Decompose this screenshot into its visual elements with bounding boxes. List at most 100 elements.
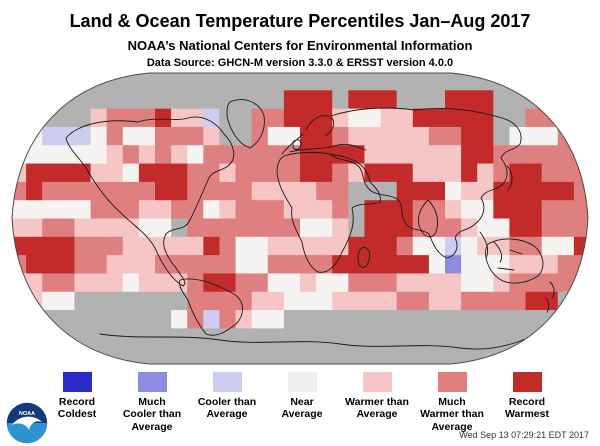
map-cell bbox=[203, 236, 220, 256]
map-cell bbox=[267, 200, 285, 219]
map-cell bbox=[348, 126, 365, 146]
map-cell bbox=[445, 273, 462, 293]
map-cell bbox=[267, 126, 285, 146]
map-cell bbox=[283, 236, 301, 256]
map-cell bbox=[267, 90, 285, 110]
map-cell bbox=[267, 73, 285, 91]
map-cell bbox=[26, 145, 43, 165]
map-cell bbox=[541, 328, 559, 348]
map-cell bbox=[138, 90, 156, 110]
map-cell bbox=[300, 273, 317, 293]
map-cell bbox=[316, 145, 333, 165]
map-cell bbox=[235, 126, 253, 146]
map-cell bbox=[171, 255, 188, 274]
map-cell bbox=[74, 126, 92, 146]
map-cell bbox=[461, 145, 478, 165]
map-cell bbox=[541, 126, 559, 146]
map-cell bbox=[396, 181, 414, 201]
map-cell bbox=[58, 108, 75, 128]
outline-antarctica bbox=[99, 333, 533, 350]
map-cell bbox=[509, 126, 527, 146]
map-cell bbox=[380, 90, 398, 110]
map-cell bbox=[155, 346, 172, 364]
map-cell bbox=[573, 126, 588, 146]
map-cell bbox=[509, 108, 527, 128]
legend-item-warmer-than-average: Warmer than Average bbox=[339, 372, 415, 421]
map-cell bbox=[58, 200, 75, 219]
map-cell bbox=[380, 218, 398, 238]
map-cell bbox=[155, 108, 172, 128]
map-cell bbox=[219, 145, 237, 165]
map-cell bbox=[300, 126, 317, 146]
map-cell bbox=[58, 346, 75, 364]
legend-item-near-average: Near Average bbox=[264, 372, 340, 421]
map-cell bbox=[525, 73, 543, 91]
figure-subtitle: NOAA’s National Centers for Environmenta… bbox=[127, 38, 473, 53]
map-cell bbox=[12, 108, 27, 128]
continent-outlines bbox=[65, 99, 555, 350]
map-cell bbox=[541, 73, 559, 91]
map-cell bbox=[396, 346, 414, 364]
map-cell bbox=[283, 273, 301, 293]
map-cell bbox=[58, 126, 75, 146]
map-cell bbox=[316, 273, 333, 293]
map-cell bbox=[90, 126, 108, 146]
map-cell bbox=[251, 346, 269, 364]
map-cell bbox=[74, 73, 92, 91]
map-cell bbox=[283, 163, 301, 183]
map-cell bbox=[316, 255, 333, 274]
map-cell bbox=[106, 181, 124, 201]
map-cell bbox=[106, 108, 124, 128]
map-cell bbox=[573, 73, 588, 91]
map-cell bbox=[509, 200, 527, 219]
map-cell bbox=[316, 310, 333, 329]
map-cell bbox=[58, 181, 75, 201]
map-cell bbox=[364, 328, 382, 348]
map-cell bbox=[12, 236, 27, 256]
map-cell bbox=[316, 73, 333, 91]
map-cell bbox=[74, 310, 92, 329]
map-cell bbox=[171, 108, 188, 128]
legend-label: Much Warmer than Average bbox=[420, 396, 484, 433]
outline-india bbox=[417, 199, 439, 238]
map-cell bbox=[219, 200, 237, 219]
map-cell bbox=[106, 200, 124, 219]
map-cell bbox=[235, 255, 253, 274]
map-cell bbox=[138, 108, 156, 128]
map-cell bbox=[493, 145, 510, 165]
map-cell bbox=[251, 291, 269, 311]
map-cell bbox=[283, 90, 301, 110]
legend-item-much-warmer-than-average: Much Warmer than Average bbox=[414, 372, 490, 433]
map-cell bbox=[122, 163, 140, 183]
map-cell bbox=[74, 200, 92, 219]
outline-greenland bbox=[226, 99, 265, 149]
map-cell bbox=[187, 181, 204, 201]
map-cell bbox=[445, 236, 462, 256]
map-cell bbox=[267, 255, 285, 274]
map-cell bbox=[557, 145, 575, 165]
map-cell bbox=[428, 145, 446, 165]
map-cell bbox=[396, 108, 414, 128]
legend-swatch-record-warmest bbox=[512, 372, 542, 392]
map-cell bbox=[58, 218, 75, 238]
map-cell bbox=[332, 218, 349, 238]
map-cell bbox=[316, 291, 333, 311]
map-cell bbox=[26, 90, 43, 110]
map-cell bbox=[90, 291, 108, 311]
map-cell bbox=[412, 90, 430, 110]
map-cell bbox=[90, 236, 108, 256]
map-cell bbox=[42, 218, 59, 238]
map-cell bbox=[42, 291, 59, 311]
map-cell bbox=[90, 310, 108, 329]
map-cell bbox=[187, 163, 204, 183]
map-cell bbox=[12, 90, 27, 110]
map-cell bbox=[493, 218, 510, 238]
map-cell bbox=[364, 73, 382, 91]
map-cell bbox=[106, 310, 124, 329]
map-cell bbox=[332, 310, 349, 329]
map-cell bbox=[445, 181, 462, 201]
map-cell bbox=[316, 200, 333, 219]
map-cell bbox=[477, 291, 494, 311]
map-cell bbox=[138, 73, 156, 91]
